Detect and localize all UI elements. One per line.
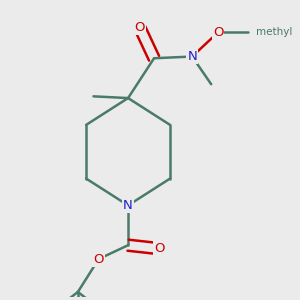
Text: O: O <box>93 253 104 266</box>
Text: N: N <box>187 50 197 63</box>
Text: O: O <box>154 242 164 255</box>
Text: O: O <box>134 21 145 34</box>
Text: methyl: methyl <box>256 27 292 37</box>
Text: N: N <box>123 199 133 212</box>
Text: O: O <box>213 26 224 39</box>
